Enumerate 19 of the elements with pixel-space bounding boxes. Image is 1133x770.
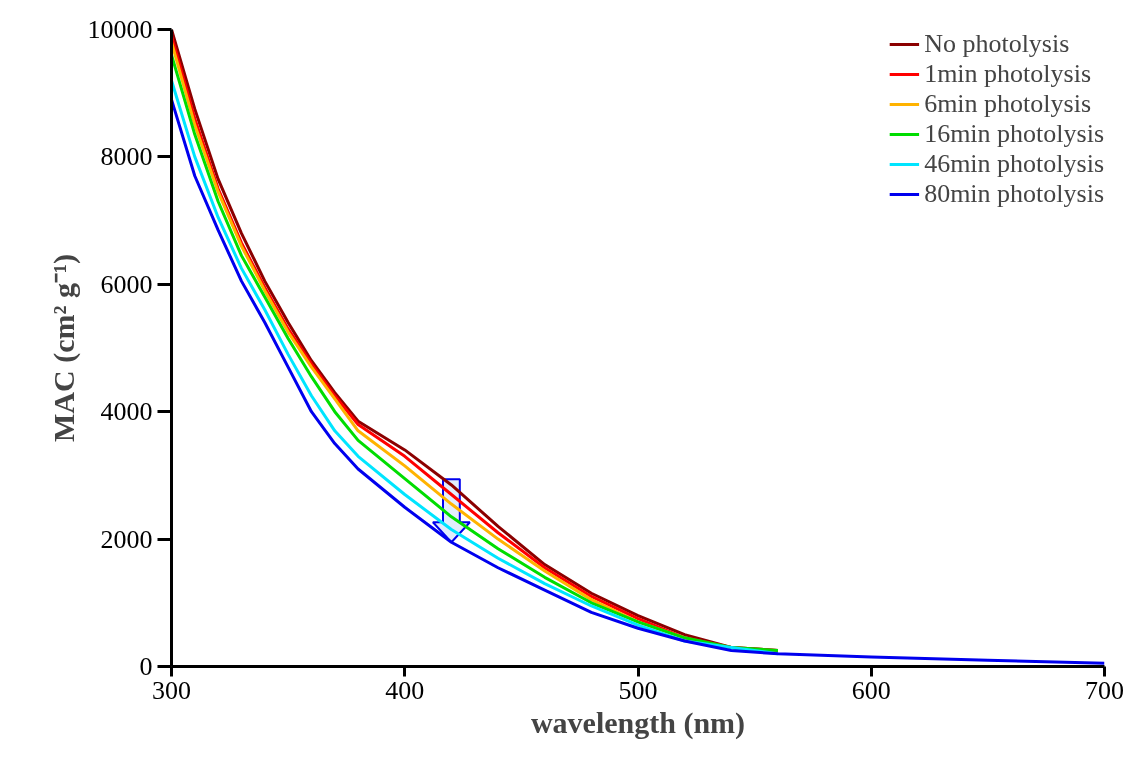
x-tick-label: 500 [618,675,658,705]
x-tick-label: 600 [851,675,891,705]
legend-label: 1min photolysis [924,59,1091,89]
legend-label: 6min photolysis [924,89,1091,119]
legend-label: 80min photolysis [924,179,1104,209]
legend-label: 16min photolysis [924,119,1104,149]
y-axis-title: MAC (cm² g⁻¹) [46,254,81,442]
legend-label: No photolysis [924,29,1070,59]
x-tick-label: 400 [385,675,425,705]
legend-label: 46min photolysis [924,149,1104,179]
y-tick-label: 6000 [100,269,153,299]
y-tick-label: 10000 [87,15,153,44]
y-tick-label: 2000 [100,524,153,554]
x-axis-title: wavelength (nm) [530,705,746,740]
y-tick-label: 4000 [100,397,153,427]
y-tick-label: 8000 [100,142,153,172]
x-tick-label: 700 [1085,675,1124,705]
x-tick-label: 300 [152,675,191,705]
y-tick-label: 0 [139,652,153,681]
